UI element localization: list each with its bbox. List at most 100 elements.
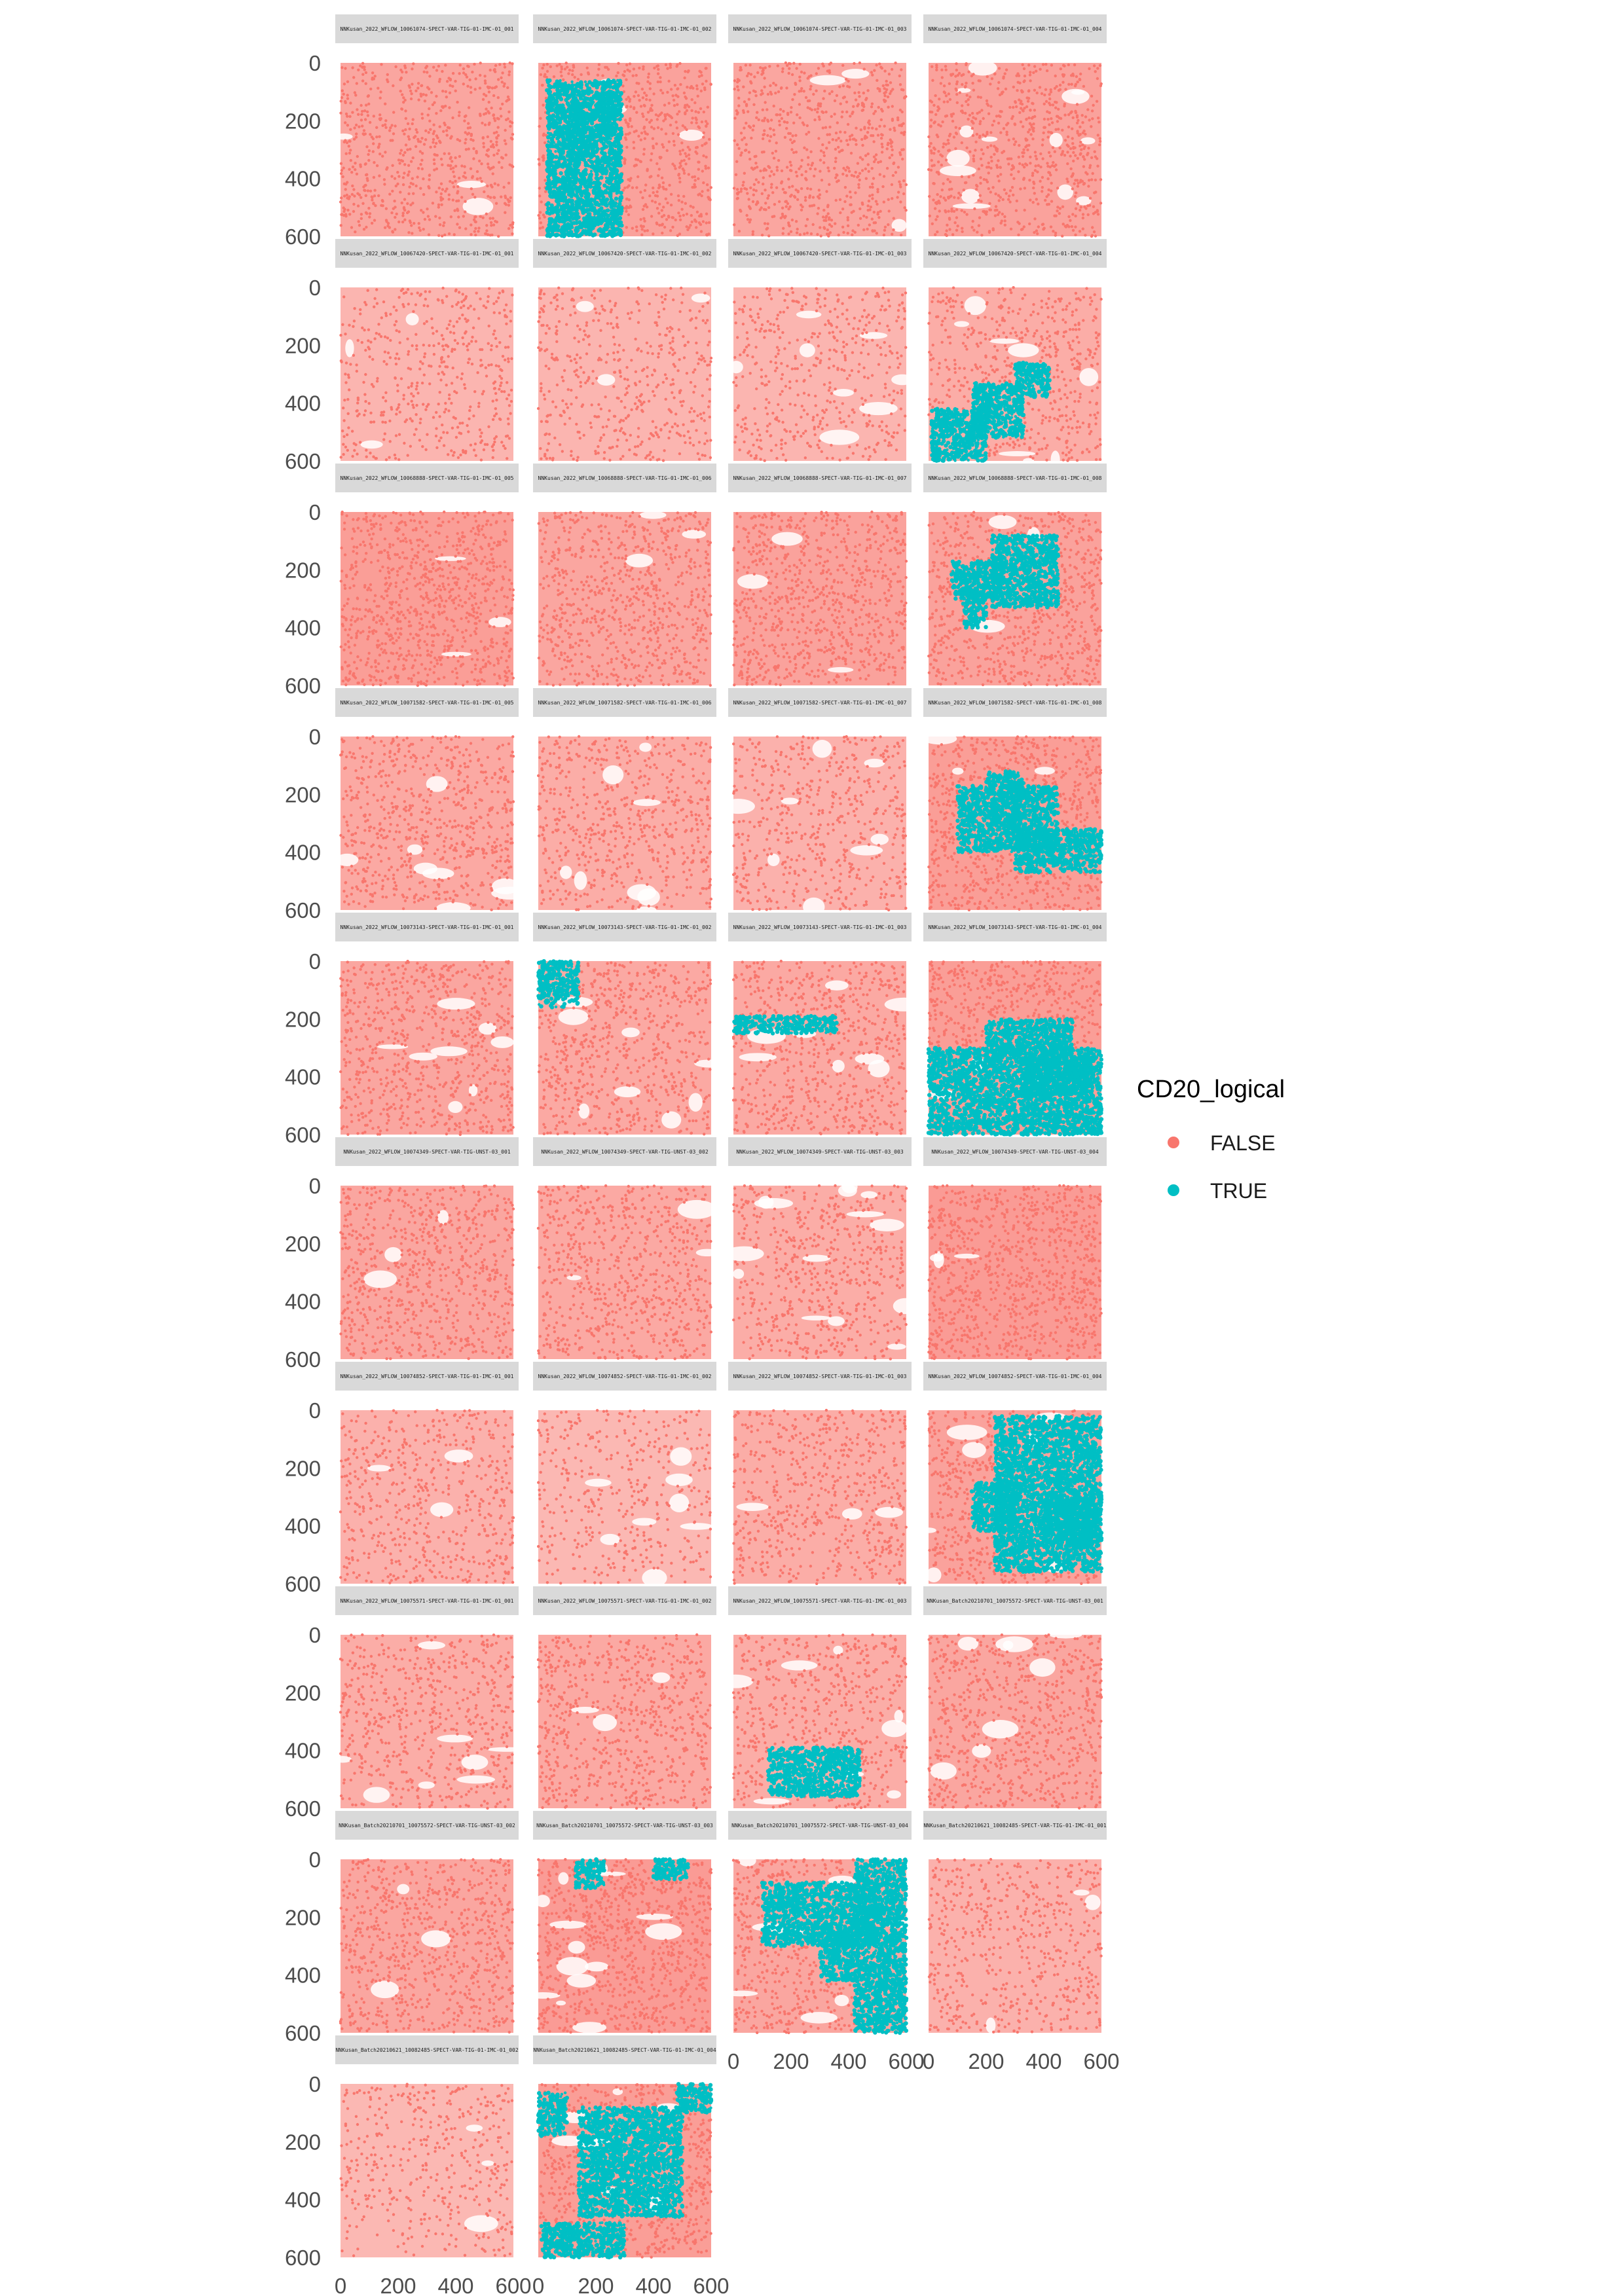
point-false (652, 147, 655, 149)
point-false (486, 149, 489, 152)
point-false (691, 175, 693, 178)
point-false (561, 67, 563, 70)
point-false (507, 200, 510, 203)
point-false (435, 191, 437, 193)
point-false (663, 226, 666, 228)
point-false (439, 109, 442, 112)
point-false (706, 183, 709, 186)
point-false (453, 233, 456, 236)
point-false (360, 213, 363, 215)
point-false (340, 224, 342, 227)
point-false (560, 75, 563, 77)
point-false (468, 106, 470, 109)
point-false (631, 187, 634, 189)
point-false (539, 117, 542, 120)
point-false (471, 193, 474, 196)
point-false (549, 65, 552, 68)
point-true (599, 81, 602, 84)
point-false (695, 84, 698, 87)
point-false (374, 75, 377, 77)
point-false (629, 119, 631, 122)
point-false (354, 94, 357, 96)
point-false (683, 172, 686, 175)
point-false (644, 230, 646, 232)
point-false (360, 118, 363, 121)
point-false (538, 158, 540, 160)
point-false (442, 105, 445, 108)
point-false (380, 117, 382, 120)
point-false (373, 115, 375, 117)
point-false (666, 113, 669, 116)
point-false (479, 215, 482, 218)
point-false (688, 227, 690, 229)
point-false (658, 224, 661, 227)
point-false (470, 187, 473, 190)
point-false (572, 64, 575, 67)
point-false (473, 230, 476, 232)
point-false (343, 141, 346, 143)
point-true (587, 179, 591, 183)
point-false (659, 76, 661, 79)
point-true (611, 85, 615, 89)
point-false (438, 139, 441, 142)
point-false (694, 179, 697, 181)
point-true (547, 84, 551, 88)
point-false (371, 222, 373, 225)
point-false (445, 96, 448, 98)
point-false (439, 125, 441, 128)
point-false (361, 124, 363, 127)
point-false (365, 211, 367, 214)
point-false (463, 165, 466, 168)
point-false (404, 109, 407, 112)
point-false (494, 119, 496, 122)
point-false (709, 198, 711, 200)
point-false (617, 71, 619, 74)
point-false (457, 200, 460, 202)
point-false (538, 194, 541, 197)
point-false (367, 153, 369, 156)
point-false (448, 153, 451, 155)
point-false (412, 192, 415, 195)
point-false (464, 200, 466, 203)
point-false (411, 82, 413, 85)
point-false (571, 69, 574, 72)
point-false (422, 93, 425, 96)
point-false (470, 223, 472, 226)
point-false (365, 173, 367, 176)
point-false (587, 71, 589, 74)
point-false (688, 153, 690, 156)
point-false (342, 93, 345, 96)
point-false (568, 69, 571, 71)
point-false (625, 146, 628, 149)
point-false (440, 183, 443, 185)
point-false (625, 79, 627, 81)
point-false (487, 86, 490, 89)
point-false (439, 223, 441, 226)
point-false (399, 152, 401, 155)
point-false (371, 136, 373, 138)
point-false (386, 73, 389, 76)
point-false (631, 227, 634, 230)
point-false (632, 75, 635, 77)
point-false (661, 92, 664, 94)
point-false (437, 234, 440, 237)
point-false (650, 215, 653, 217)
point-false (361, 79, 364, 82)
point-false (391, 190, 394, 192)
point-false (390, 124, 393, 126)
point-false (401, 93, 403, 96)
point-false (369, 133, 371, 136)
point-false (470, 233, 472, 236)
point-false (696, 146, 699, 149)
point-false (346, 81, 349, 83)
point-false (662, 206, 665, 208)
point-false (501, 81, 504, 83)
point-false (368, 215, 371, 218)
point-false (538, 214, 540, 217)
point-false (511, 223, 514, 225)
point-false (451, 117, 454, 119)
point-false (694, 110, 697, 113)
point-false (671, 226, 674, 228)
point-false (692, 206, 694, 209)
point-false (462, 67, 465, 70)
